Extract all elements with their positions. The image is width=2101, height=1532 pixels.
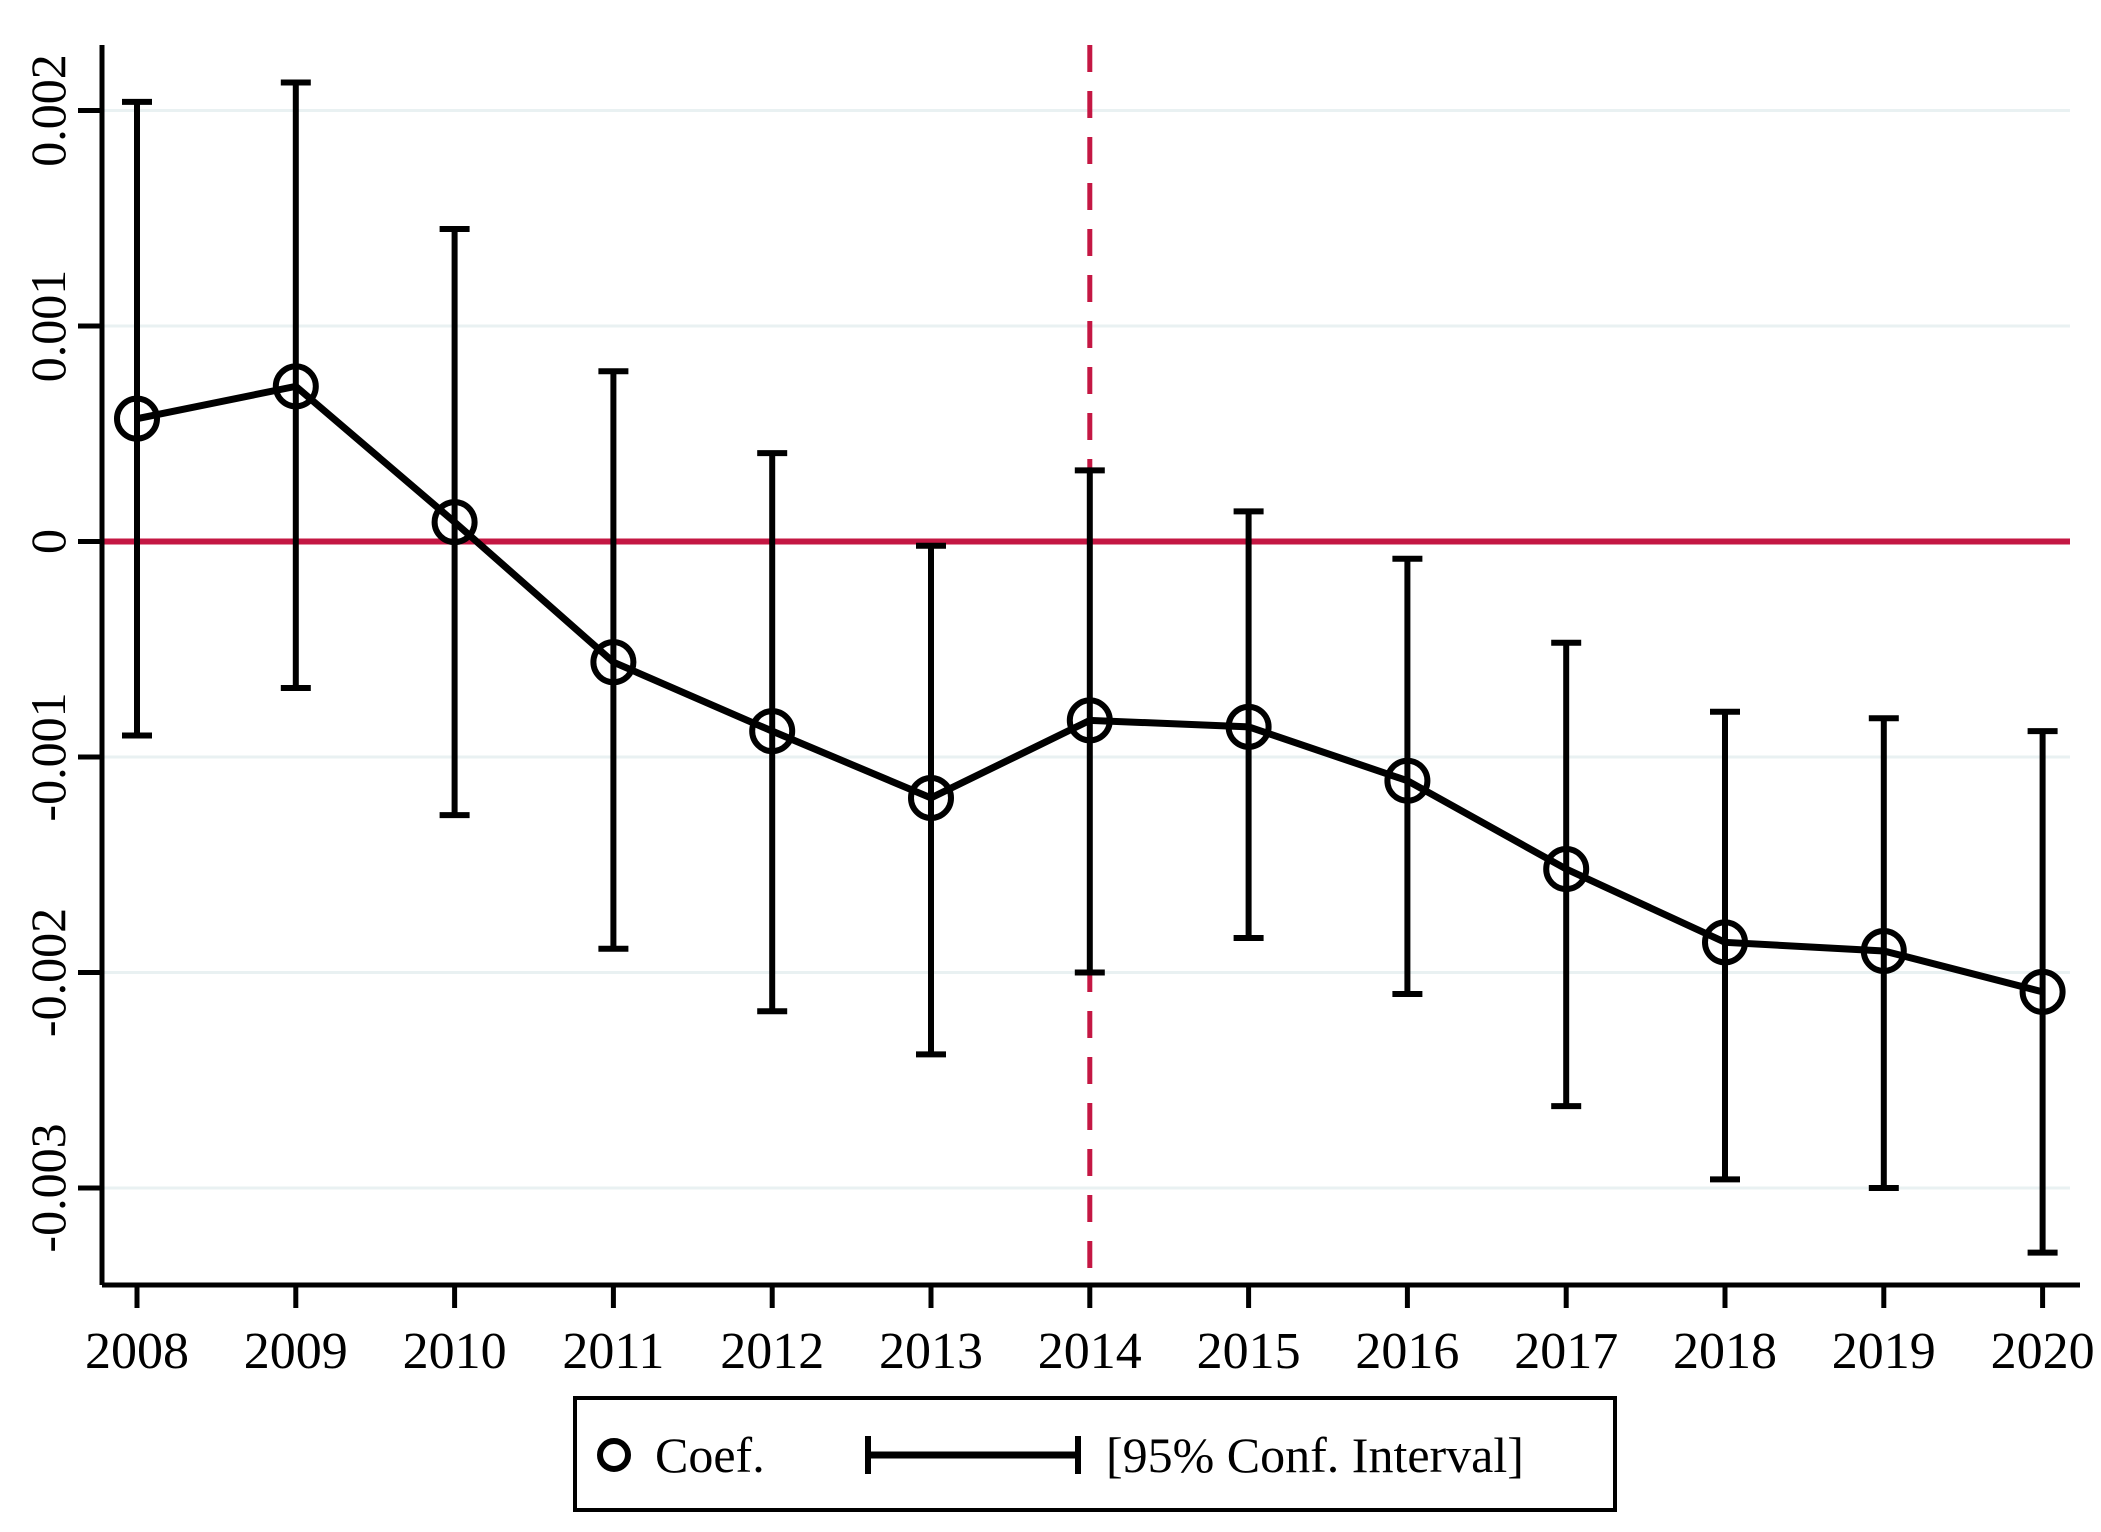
coefficient-marker-2020 (2019, 968, 2066, 1015)
x-tick-label-2014: 2014 (1038, 1323, 1142, 1380)
gridlines-layer (102, 109, 2070, 1190)
legend-box (573, 1396, 1617, 1512)
coefficient-line (136, 382, 2044, 996)
error-bar-2016 (1392, 555, 1423, 998)
x-tick-label-2010: 2010 (403, 1323, 507, 1380)
legend-coef-label: Coef. (655, 1427, 765, 1483)
y-tick-label-0: 0 (20, 529, 76, 554)
y-tick-label--0.002: -0.002 (20, 908, 76, 1037)
coefficient-marker-2016 (1384, 757, 1431, 804)
x-tick-label-2015: 2015 (1197, 1323, 1301, 1380)
x-tick-label-2009: 2009 (244, 1323, 348, 1380)
x-tick-label-2017: 2017 (1514, 1323, 1618, 1380)
y-tick-label--0.001: -0.001 (20, 692, 76, 821)
x-tick-label-2008: 2008 (85, 1323, 189, 1380)
coefficient-marker-2018 (1702, 919, 1748, 966)
coefficient-marker-2011 (590, 639, 637, 686)
coefficient-marker-2012 (749, 708, 796, 755)
tick-labels-layer: 0.002 0.001 0 -0.001 -0.002 -0.003 2008 2009 201… (20, 54, 2095, 1380)
y-tick-label--0.003: -0.003 (20, 1123, 76, 1252)
coefficient-marker-2019 (1860, 927, 1907, 974)
legend-coef-marker-icon (597, 1438, 631, 1472)
reference-lines-layer (102, 45, 2070, 1285)
legend-ci-glyph-icon (865, 1436, 1081, 1474)
legend: Coef. [95% Conf. Interval] (573, 1396, 1617, 1512)
x-tick-label-2018: 2018 (1673, 1323, 1777, 1380)
coefficient-marker-2010 (431, 499, 478, 546)
x-tick-label-2011: 2011 (562, 1323, 664, 1380)
y-tick-label-0.002: 0.002 (20, 54, 76, 167)
x-tick-label-2013: 2013 (879, 1323, 983, 1380)
coefficient-marker-2015 (1225, 703, 1272, 750)
legend-ci-label: [95% Conf. Interval] (1106, 1427, 1524, 1483)
coefficient-marker-2013 (908, 774, 954, 821)
y-tick-label-0.001: 0.001 (20, 270, 76, 383)
coefficient-marker-2009 (272, 363, 319, 410)
x-tick-label-2016: 2016 (1355, 1323, 1459, 1380)
coefficient-marker-2017 (1543, 846, 1590, 893)
x-tick-label-2012: 2012 (720, 1323, 824, 1380)
x-tick-label-2020: 2020 (1991, 1323, 2095, 1380)
x-tick-label-2019: 2019 (1832, 1323, 1936, 1380)
coefficient-marker-2014 (1066, 697, 1113, 744)
error-bar-2017 (1551, 639, 1582, 1110)
ticks-layer (78, 108, 2046, 1308)
data-layer (114, 79, 2066, 1256)
coefficient-marker-2008 (114, 395, 160, 442)
